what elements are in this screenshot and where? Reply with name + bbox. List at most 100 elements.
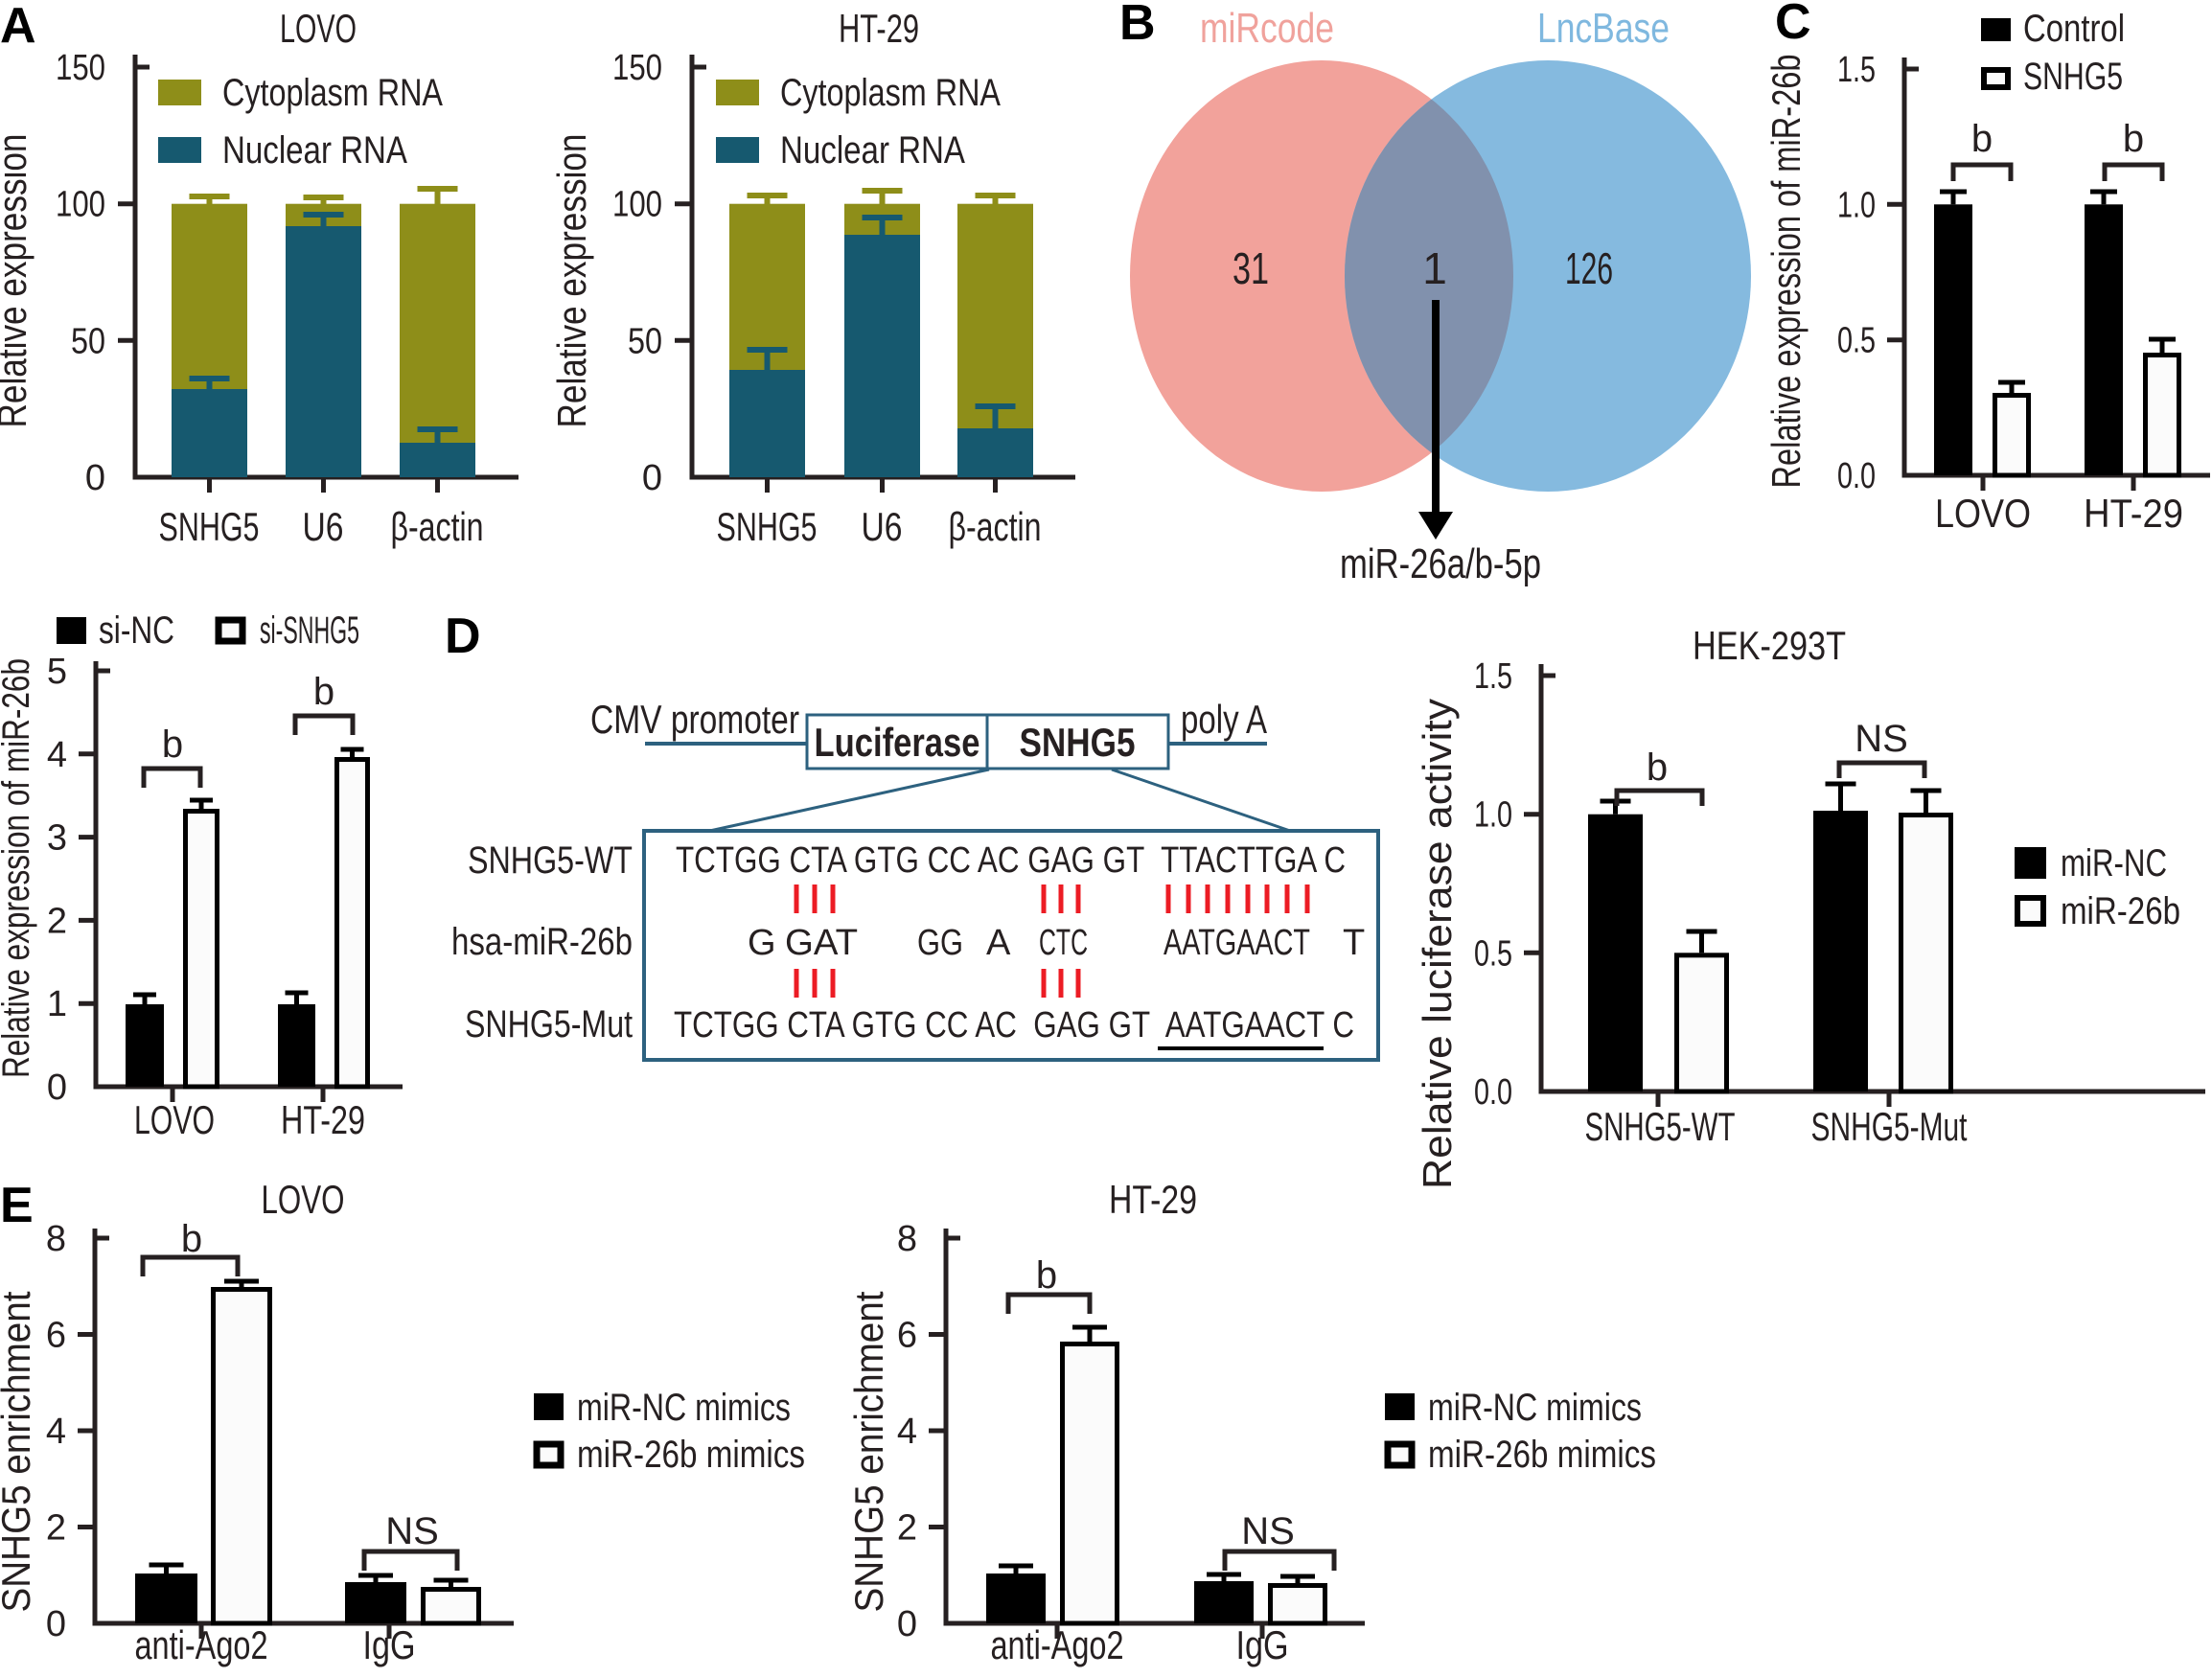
svg-text:TCTGG CTA GTG CC AC GAG GT A: TCTGG CTA GTG CC AC GAG GT AATGAACT C [674, 1005, 1354, 1045]
svg-text:miRcode: miRcode [1200, 5, 1334, 52]
svg-text:b: b [1971, 118, 1993, 160]
svg-text:50: 50 [71, 321, 105, 361]
svg-text:SNHG5-WT: SNHG5-WT [468, 839, 633, 882]
svg-text:HEK-293T: HEK-293T [1693, 623, 1846, 668]
svg-text:4: 4 [46, 1412, 66, 1452]
svg-text:1: 1 [47, 984, 67, 1024]
svg-text:8: 8 [46, 1219, 66, 1259]
svg-text:HT-29: HT-29 [839, 6, 919, 51]
svg-text:B: B [1119, 0, 1156, 51]
svg-text:miR-26b mimics: miR-26b mimics [577, 1434, 805, 1476]
svg-text:anti-Ago2: anti-Ago2 [991, 1622, 1124, 1667]
svg-text:β-actin: β-actin [391, 504, 484, 549]
svg-text:CMV promoter: CMV promoter [590, 697, 799, 742]
svg-text:HT-29: HT-29 [2084, 491, 2183, 536]
svg-text:CTC: CTC [1039, 923, 1088, 963]
svg-text:150: 150 [612, 48, 662, 88]
svg-text:LOVO: LOVO [280, 6, 357, 51]
svg-text:5: 5 [47, 652, 67, 692]
svg-text:2: 2 [46, 1508, 66, 1549]
svg-text:Luciferase: Luciferase [815, 720, 980, 765]
svg-text:b: b [1647, 747, 1668, 789]
svg-text:0: 0 [642, 458, 662, 498]
svg-text:100: 100 [612, 185, 662, 225]
svg-text:b: b [2123, 118, 2144, 160]
svg-text:8: 8 [897, 1219, 917, 1259]
svg-text:NS: NS [385, 1510, 439, 1552]
svg-text:b: b [313, 671, 334, 713]
svg-text:A: A [0, 0, 36, 54]
svg-text:poly A: poly A [1181, 697, 1267, 742]
svg-text:SNHG5 enrichment: SNHG5 enrichment [0, 1291, 38, 1612]
svg-text:Relative luciferase activity: Relative luciferase activity [1415, 699, 1460, 1189]
svg-text:0: 0 [46, 1604, 66, 1644]
svg-text:HT-29: HT-29 [281, 1097, 365, 1142]
svg-text:TCTGG CTA GTG CC AC GAG GT TT: TCTGG CTA GTG CC AC GAG GT TTACTTGA C [676, 840, 1346, 881]
svg-text:6: 6 [897, 1316, 917, 1356]
svg-text:NS: NS [1241, 1510, 1295, 1552]
svg-text:SNHG5-Mut: SNHG5-Mut [1811, 1104, 1968, 1149]
svg-text:LOVO: LOVO [262, 1177, 345, 1222]
svg-text:NS: NS [1855, 718, 1908, 760]
svg-text:Cytoplasm RNA: Cytoplasm RNA [780, 72, 1001, 114]
svg-text:Relative expression of miR-26b: Relative expression of miR-26b [1763, 55, 1809, 489]
svg-text:miR-NC: miR-NC [2061, 842, 2167, 884]
svg-text:4: 4 [47, 735, 67, 775]
svg-text:LOVO: LOVO [1935, 491, 2031, 536]
svg-text:0.5: 0.5 [1474, 933, 1512, 974]
svg-text:150: 150 [56, 48, 105, 88]
svg-text:SNHG5: SNHG5 [159, 504, 260, 549]
svg-text:Cytoplasm RNA: Cytoplasm RNA [222, 72, 443, 114]
svg-text:1: 1 [1422, 243, 1447, 293]
svg-text:SNHG5 enrichment: SNHG5 enrichment [846, 1291, 891, 1612]
svg-text:GAT: GAT [785, 923, 858, 963]
svg-text:2: 2 [47, 901, 67, 941]
svg-text:SNHG5: SNHG5 [717, 504, 818, 549]
svg-text:hsa-miR-26b: hsa-miR-26b [451, 921, 633, 963]
svg-text:126: 126 [1565, 243, 1613, 293]
svg-text:3: 3 [47, 818, 67, 859]
svg-text:AATGAACT: AATGAACT [1164, 923, 1310, 963]
svg-text:miR-26b: miR-26b [2061, 890, 2180, 932]
svg-text:0: 0 [897, 1604, 917, 1644]
svg-text:IgG: IgG [363, 1622, 416, 1667]
svg-text:Nuclear RNA: Nuclear RNA [222, 129, 407, 172]
svg-text:SNHG5: SNHG5 [2023, 56, 2123, 98]
svg-text:LncBase: LncBase [1537, 5, 1670, 52]
svg-text:Relative expression: Relative expression [0, 134, 35, 428]
svg-text:miR-26b mimics: miR-26b mimics [1428, 1434, 1656, 1476]
svg-text:E: E [0, 1178, 34, 1233]
svg-text:U6: U6 [303, 504, 344, 549]
svg-text:miR-NC mimics: miR-NC mimics [1428, 1387, 1642, 1429]
svg-text:U6: U6 [862, 504, 903, 549]
svg-text:β-actin: β-actin [949, 504, 1042, 549]
svg-text:miR-NC mimics: miR-NC mimics [577, 1387, 791, 1429]
svg-text:SNHG5: SNHG5 [1020, 720, 1136, 765]
svg-text:b: b [162, 724, 183, 766]
svg-text:6: 6 [46, 1316, 66, 1356]
svg-text:0: 0 [47, 1068, 67, 1108]
svg-text:1.0: 1.0 [1837, 185, 1876, 225]
svg-text:C: C [1775, 0, 1811, 50]
svg-text:b: b [181, 1218, 202, 1260]
svg-text:HT-29: HT-29 [1109, 1177, 1197, 1222]
svg-text:Relative expression of miR-26b: Relative expression of miR-26b [0, 658, 37, 1078]
svg-text:1.5: 1.5 [1474, 656, 1512, 697]
svg-text:4: 4 [897, 1412, 917, 1452]
svg-text:IgG: IgG [1236, 1622, 1289, 1667]
svg-text:G: G [748, 923, 776, 963]
svg-text:b: b [1036, 1254, 1057, 1297]
svg-text:0.0: 0.0 [1474, 1072, 1512, 1113]
svg-text:100: 100 [56, 185, 105, 225]
svg-text:1.0: 1.0 [1474, 795, 1512, 836]
svg-text:GG: GG [917, 923, 963, 963]
svg-text:Relative expression: Relative expression [549, 134, 594, 428]
svg-text:Nuclear RNA: Nuclear RNA [780, 129, 965, 172]
svg-text:SNHG5-Mut: SNHG5-Mut [465, 1003, 633, 1045]
svg-text:anti-Ago2: anti-Ago2 [135, 1622, 268, 1667]
svg-text:SNHG5-WT: SNHG5-WT [1585, 1104, 1736, 1149]
svg-text:LOVO: LOVO [134, 1097, 215, 1142]
svg-text:Control: Control [2023, 8, 2125, 50]
svg-text:0.0: 0.0 [1837, 456, 1876, 496]
svg-text:miR-26a/b-5p: miR-26a/b-5p [1340, 540, 1541, 587]
